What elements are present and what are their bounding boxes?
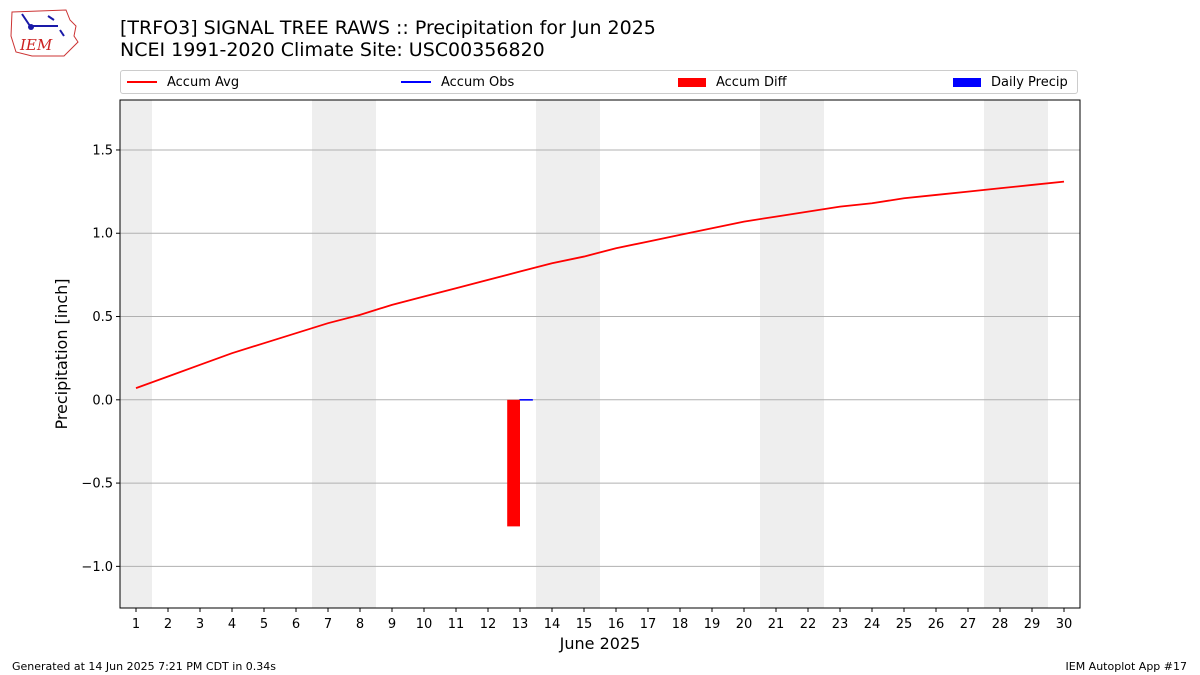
x-tick-label: 26 bbox=[928, 617, 945, 632]
legend-item-accum-diff: Accum Diff bbox=[678, 71, 787, 93]
y-tick-label: 1.0 bbox=[92, 227, 113, 242]
station-dot-icon bbox=[28, 24, 34, 30]
accum-diff-bar bbox=[507, 399, 520, 527]
iem-logo: IEM bbox=[10, 9, 79, 57]
weekend-shade bbox=[120, 100, 152, 608]
weekend-shade bbox=[536, 100, 600, 608]
title-line-1: [TRFO3] SIGNAL TREE RAWS :: Precipitatio… bbox=[120, 17, 656, 39]
x-tick-label: 18 bbox=[672, 617, 689, 632]
x-tick-label: 13 bbox=[512, 617, 529, 632]
y-tick-label: 0.5 bbox=[92, 310, 113, 325]
title-line-2: NCEI 1991-2020 Climate Site: USC00356820 bbox=[120, 39, 545, 61]
weekend-shade bbox=[760, 100, 824, 608]
x-tick-label: 12 bbox=[480, 617, 497, 632]
x-tick-label: 16 bbox=[608, 617, 625, 632]
x-tick-label: 7 bbox=[324, 617, 332, 632]
plot-frame bbox=[119, 99, 1081, 609]
legend-item-accum-avg: Accum Avg bbox=[127, 71, 239, 93]
legend-label-accum-diff: Accum Diff bbox=[716, 74, 787, 90]
y-axis-label: Precipitation [inch] bbox=[52, 278, 71, 429]
x-tick-label: 10 bbox=[416, 617, 433, 632]
y-tick-label: 0.0 bbox=[92, 393, 113, 408]
x-tick-label: 9 bbox=[388, 617, 396, 632]
legend-swatch-accum-obs bbox=[401, 81, 431, 83]
legend-swatch-daily-precip bbox=[953, 77, 981, 87]
x-tick-label: 17 bbox=[640, 617, 657, 632]
x-tick-label: 27 bbox=[960, 617, 977, 632]
x-tick-label: 6 bbox=[292, 617, 300, 632]
accum-avg-line bbox=[135, 180, 1065, 389]
chart-title: [TRFO3] SIGNAL TREE RAWS :: Precipitatio… bbox=[120, 17, 656, 61]
footer-app-id: IEM Autoplot App #17 bbox=[1065, 660, 1188, 673]
y-tick-label: −0.5 bbox=[81, 477, 113, 492]
x-tick-label: 24 bbox=[864, 617, 881, 632]
y-tick-label: 1.5 bbox=[92, 143, 113, 158]
x-tick-label: 23 bbox=[832, 617, 849, 632]
legend-item-daily-precip: Daily Precip bbox=[953, 71, 1068, 93]
x-tick-label: 28 bbox=[992, 617, 1009, 632]
x-tick-label: 5 bbox=[260, 617, 268, 632]
legend-label-accum-obs: Accum Obs bbox=[441, 74, 515, 90]
x-tick-label: 21 bbox=[768, 617, 785, 632]
x-tick-label: 22 bbox=[800, 617, 817, 632]
x-tick-label: 1 bbox=[132, 617, 140, 632]
x-tick-label: 30 bbox=[1056, 617, 1073, 632]
legend-swatch-accum-avg bbox=[127, 81, 157, 83]
footer-generated: Generated at 14 Jun 2025 7:21 PM CDT in … bbox=[12, 660, 277, 673]
x-tick-label: 20 bbox=[736, 617, 753, 632]
x-tick-label: 8 bbox=[356, 617, 364, 632]
weather-station-icon bbox=[21, 13, 65, 37]
x-tick-label: 11 bbox=[448, 617, 465, 632]
daily-precip-bar bbox=[520, 399, 533, 401]
x-tick-label: 14 bbox=[544, 617, 561, 632]
logo-text: IEM bbox=[19, 36, 53, 54]
x-tick-label: 4 bbox=[228, 617, 236, 632]
x-tick-label: 25 bbox=[896, 617, 913, 632]
weekend-shade bbox=[312, 100, 376, 608]
chart-legend: Accum Avg Accum Obs Accum Diff Daily Pre… bbox=[120, 70, 1078, 94]
legend-item-accum-obs: Accum Obs bbox=[401, 71, 514, 93]
legend-label-accum-avg: Accum Avg bbox=[167, 74, 240, 90]
x-tick-label: 19 bbox=[704, 617, 721, 632]
x-tick-label: 3 bbox=[196, 617, 204, 632]
weekend-shade bbox=[984, 100, 1048, 608]
x-axis-label: June 2025 bbox=[559, 634, 641, 653]
x-tick-label: 29 bbox=[1024, 617, 1041, 632]
x-tick-label: 15 bbox=[576, 617, 593, 632]
legend-label-daily-precip: Daily Precip bbox=[991, 74, 1068, 90]
y-tick-label: −1.0 bbox=[81, 560, 113, 575]
legend-swatch-accum-diff bbox=[678, 77, 706, 87]
x-tick-label: 2 bbox=[164, 617, 172, 632]
